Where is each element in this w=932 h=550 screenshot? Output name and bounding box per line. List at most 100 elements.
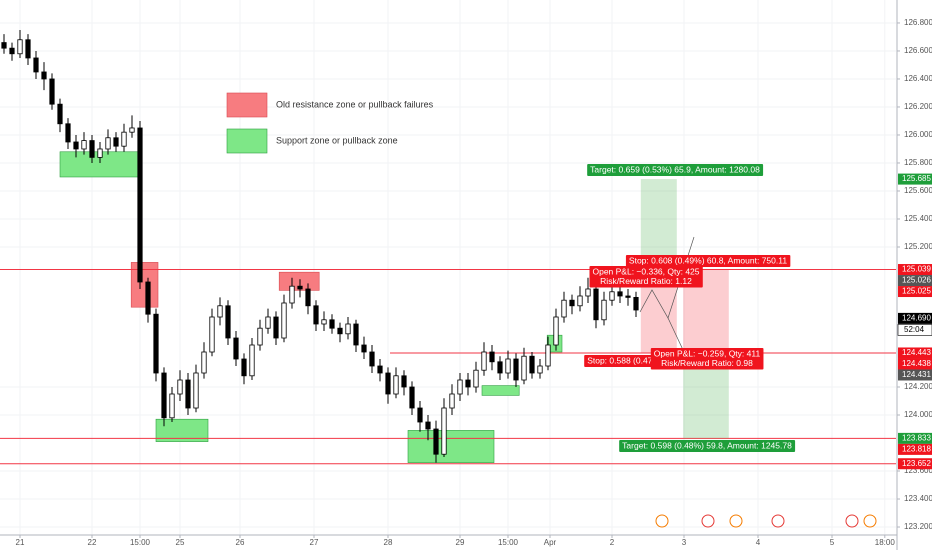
candle-body bbox=[161, 372, 167, 419]
candle-body bbox=[17, 39, 23, 55]
price-badge-label: 125.025 bbox=[902, 287, 931, 296]
candle-body bbox=[209, 316, 215, 353]
candle-body bbox=[369, 351, 375, 367]
candle-body bbox=[33, 57, 39, 73]
event-icon bbox=[771, 514, 785, 528]
legend-swatch bbox=[226, 128, 268, 154]
zone bbox=[481, 385, 520, 396]
loss-zone bbox=[640, 284, 677, 354]
price-badge-label: 125.685 bbox=[902, 174, 931, 183]
candle-body bbox=[137, 127, 143, 283]
candle-body bbox=[545, 344, 551, 367]
candle-body bbox=[425, 421, 431, 430]
candle-body bbox=[241, 358, 247, 377]
candle-body bbox=[169, 393, 175, 419]
label-text: Stop: 0.588 (0.47%) bbox=[587, 355, 663, 365]
candle-body bbox=[529, 355, 535, 374]
label-box bbox=[589, 266, 703, 288]
candle-body bbox=[145, 281, 151, 315]
candle-body bbox=[609, 291, 615, 301]
candle-body bbox=[249, 344, 255, 377]
label-text: Open P&L: −0.259, Qty: 411 bbox=[654, 348, 761, 358]
price-badge bbox=[898, 369, 932, 381]
candle-body bbox=[489, 351, 495, 363]
price-badge-label: 123.833 bbox=[902, 433, 931, 442]
candle-body bbox=[337, 327, 343, 335]
candle-body bbox=[129, 127, 135, 133]
y-tick-label: 125.600 bbox=[904, 186, 932, 195]
candle-body bbox=[593, 288, 599, 321]
price-badge bbox=[898, 347, 932, 359]
x-tick-label: 4 bbox=[756, 538, 761, 547]
label-text: Target: 0.598 (0.48%) 59.8, Amount: 1245… bbox=[622, 440, 792, 450]
y-tick-label: 125.200 bbox=[904, 242, 932, 251]
x-tick-label: 3 bbox=[682, 538, 687, 547]
event-icon bbox=[845, 514, 859, 528]
label-box bbox=[584, 355, 666, 367]
y-tick-label: 126.000 bbox=[904, 130, 932, 139]
candle-body bbox=[481, 351, 487, 371]
y-tick-label: 124.000 bbox=[904, 410, 932, 419]
price-badge-label: 124.431 bbox=[902, 370, 931, 379]
x-tick-label: 15:00 bbox=[130, 538, 151, 547]
candle-body bbox=[465, 379, 471, 388]
candle-body bbox=[65, 123, 71, 143]
candle-body bbox=[313, 305, 319, 325]
candle-body bbox=[233, 337, 239, 360]
event-icon bbox=[729, 514, 743, 528]
price-badge bbox=[898, 432, 932, 444]
legend-swatch bbox=[226, 92, 268, 118]
candle-body bbox=[345, 323, 351, 335]
x-tick-label: 27 bbox=[310, 538, 319, 547]
candle-body bbox=[281, 302, 287, 339]
candle-body bbox=[153, 313, 159, 374]
price-badge-label: 123.652 bbox=[902, 459, 931, 468]
candle-body bbox=[473, 369, 479, 388]
candle-body bbox=[225, 305, 231, 339]
candle-body bbox=[305, 288, 311, 307]
candle-body bbox=[97, 148, 103, 158]
price-badge bbox=[898, 312, 932, 324]
candle-body bbox=[385, 372, 391, 395]
position-label: Stop: 0.608 (0.49%) 60.8, Amount: 750.11 bbox=[625, 255, 791, 267]
candle-body bbox=[513, 358, 519, 381]
candle-body bbox=[577, 295, 583, 307]
candle-body bbox=[361, 344, 367, 353]
y-tick-label: 123.400 bbox=[904, 494, 932, 503]
candle-body bbox=[57, 103, 63, 125]
candle-body bbox=[257, 327, 263, 346]
candle-body bbox=[121, 131, 127, 147]
candle-body bbox=[185, 379, 191, 409]
price-badge-label: 124.443 bbox=[902, 348, 931, 357]
candle-body bbox=[457, 379, 463, 395]
y-tick-label: 123.600 bbox=[904, 466, 932, 475]
candle-body bbox=[417, 407, 423, 423]
candle-body bbox=[449, 393, 455, 409]
candle-body bbox=[441, 407, 447, 455]
candle-body bbox=[9, 47, 15, 55]
legend-label: Old resistance zone or pullback failures bbox=[276, 99, 434, 109]
countdown-box bbox=[897, 324, 932, 336]
price-badge bbox=[898, 264, 932, 276]
event-icons bbox=[655, 514, 877, 528]
candle-body bbox=[193, 372, 199, 409]
trade-path bbox=[667, 317, 685, 353]
candle-body bbox=[25, 39, 31, 59]
zone bbox=[407, 430, 495, 463]
candle-body bbox=[553, 316, 559, 346]
x-tick-label: 22 bbox=[88, 538, 97, 547]
position-label: Stop: 0.588 (0.47%) bbox=[584, 355, 666, 367]
price-badge bbox=[898, 173, 932, 185]
candle-body bbox=[273, 316, 279, 339]
price-badge-label: 125.026 bbox=[902, 276, 931, 285]
event-icon bbox=[655, 514, 669, 528]
label-box bbox=[619, 440, 796, 452]
price-badge-label: 125.039 bbox=[902, 265, 931, 274]
x-tick-label: 15:00 bbox=[498, 538, 519, 547]
candle-body bbox=[497, 361, 503, 374]
candle-body bbox=[433, 428, 439, 455]
label-text: Risk/Reward Ratio: 1.12 bbox=[600, 276, 692, 286]
y-tick-label: 126.600 bbox=[904, 46, 932, 55]
x-tick-label: Apr bbox=[544, 538, 557, 547]
